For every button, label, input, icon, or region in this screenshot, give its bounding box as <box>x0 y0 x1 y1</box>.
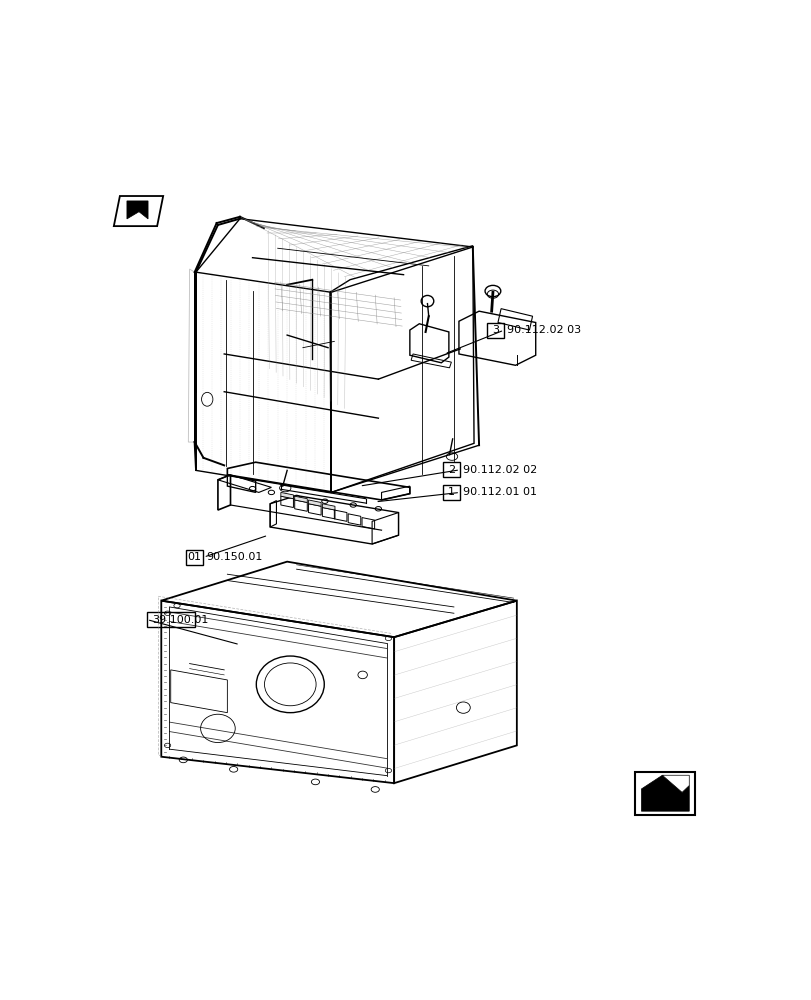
Bar <box>635 772 694 815</box>
Polygon shape <box>281 492 293 499</box>
Text: 90.112.02 02: 90.112.02 02 <box>463 465 537 475</box>
Text: 1: 1 <box>448 487 454 497</box>
Text: 2: 2 <box>448 465 454 475</box>
Text: 90.112.01 01: 90.112.01 01 <box>463 487 537 497</box>
Polygon shape <box>127 201 148 219</box>
Text: 39.100.01: 39.100.01 <box>152 615 208 625</box>
Text: 01: 01 <box>187 552 201 562</box>
Bar <box>442 462 460 477</box>
Text: 90.112.02 03: 90.112.02 03 <box>507 325 581 335</box>
Text: 90.150.01: 90.150.01 <box>206 552 263 562</box>
Bar <box>442 485 460 500</box>
Text: 3: 3 <box>491 325 498 335</box>
Bar <box>186 550 204 565</box>
Bar <box>486 323 504 338</box>
Polygon shape <box>662 775 689 792</box>
Polygon shape <box>294 496 307 502</box>
Bar <box>147 612 195 627</box>
Polygon shape <box>322 504 335 510</box>
Polygon shape <box>641 775 689 811</box>
Polygon shape <box>308 500 320 506</box>
